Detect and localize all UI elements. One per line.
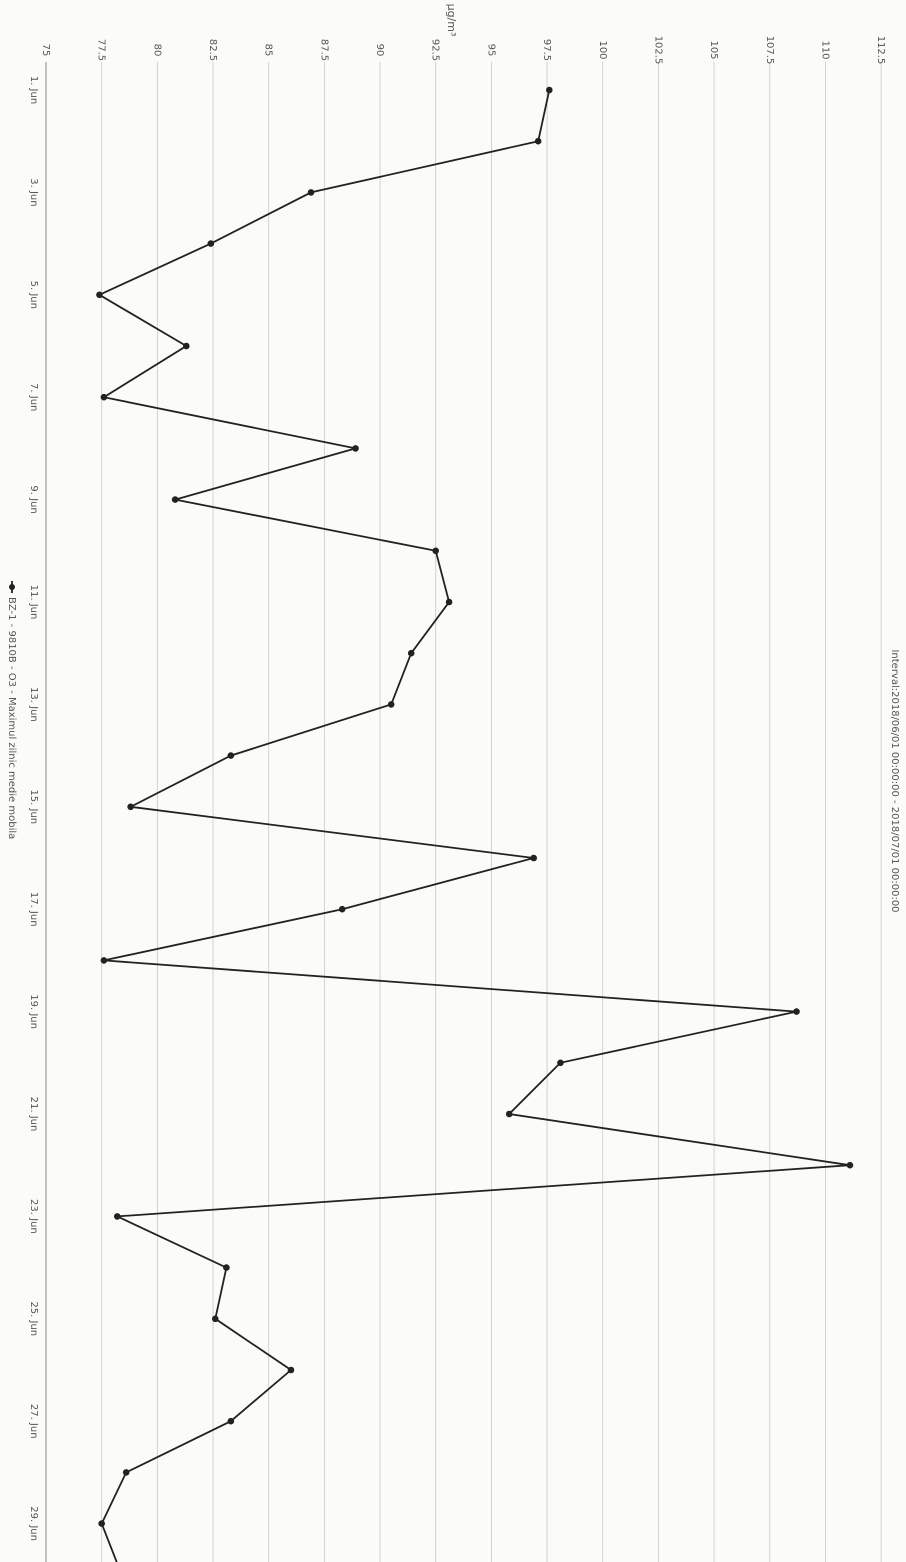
- y-tick-label: 85: [263, 44, 274, 57]
- y-tick-label: 87.5: [318, 39, 329, 61]
- data-point: [223, 1264, 230, 1271]
- data-point: [546, 86, 553, 94]
- x-tick-label: 17. Jun: [28, 892, 39, 927]
- data-point: [211, 1315, 219, 1323]
- y-tick-label: 105: [708, 40, 719, 59]
- data-point: [171, 496, 179, 503]
- x-tick-label: 13. Jun: [28, 687, 39, 722]
- data-point: [432, 547, 440, 555]
- data-point: [100, 393, 108, 401]
- y-tick-label: 90: [374, 44, 385, 57]
- y-tick-label: 95: [485, 44, 496, 57]
- y-tick-label: 77.5: [96, 39, 107, 61]
- x-tick-label: 3. Jun: [28, 178, 39, 206]
- data-point: [846, 1161, 854, 1169]
- data-point: [287, 1366, 295, 1374]
- data-point: [113, 1213, 121, 1220]
- y-tick-label: 82.5: [207, 39, 218, 61]
- y-axis-ticks: 75 77.5 80 82.5 85 87.5 90 92.5 95 97.5 100 102.5 10…: [40, 36, 886, 65]
- x-tick-label: 29. Jun: [28, 1506, 39, 1541]
- x-tick-label: 5. Jun: [28, 281, 39, 309]
- data-point: [207, 240, 215, 247]
- x-tick-label: 21. Jun: [28, 1097, 39, 1132]
- data-point: [96, 291, 103, 299]
- data-point: [445, 598, 453, 606]
- x-tick-label: 25. Jun: [28, 1301, 39, 1336]
- data-point: [227, 752, 235, 759]
- data-point: [387, 701, 395, 708]
- gridlines: [45, 62, 882, 1562]
- y-tick-label: 100: [597, 40, 608, 59]
- x-tick-label: 23. Jun: [28, 1199, 39, 1234]
- x-tick-label: 15. Jun: [28, 789, 39, 824]
- data-point: [557, 1059, 564, 1067]
- data-point: [183, 342, 190, 350]
- x-tick-label: 9. Jun: [28, 485, 39, 513]
- data-point: [127, 803, 134, 811]
- y-tick-label: 80: [151, 44, 162, 57]
- data-point: [407, 649, 415, 657]
- y-tick-label: 75: [40, 44, 51, 57]
- x-tick-label: 19. Jun: [28, 994, 39, 1029]
- y-tick-label: 92.5: [430, 39, 441, 61]
- data-point: [338, 905, 346, 913]
- x-tick-label: 27. Jun: [28, 1404, 39, 1439]
- legend: BZ-1 - 9810B - O3 - Maximul zilnic medie…: [6, 581, 17, 839]
- data-point: [307, 189, 315, 196]
- chart-subtitle: Interval:2018/06/01 00:00:00 - 2018/07/0…: [889, 649, 900, 912]
- series: [96, 86, 854, 1562]
- data-point: [100, 957, 108, 964]
- y-tick-label: 110: [819, 40, 830, 59]
- data-point: [122, 1469, 130, 1476]
- data-point: [793, 1008, 800, 1015]
- y-tick-label: 112.5: [875, 36, 886, 65]
- legend-label: BZ-1 - 9810B - O3 - Maximul zilnic medie…: [6, 597, 17, 839]
- data-point: [352, 445, 359, 452]
- x-tick-label: 11. Jun: [28, 585, 39, 620]
- y-tick-label: 102.5: [652, 36, 663, 65]
- data-point: [98, 1520, 105, 1527]
- series-line: [97, 89, 851, 1562]
- x-tick-label: 1. Jun: [28, 76, 39, 104]
- y-tick-label: 107.5: [764, 36, 775, 65]
- data-point: [505, 1110, 513, 1118]
- x-axis-ticks: 1. Jun 3. Jun 5. Jun 7. Jun 9. Jun 11. Jun 13.…: [28, 76, 39, 1541]
- y-axis-label: µg/m³: [445, 4, 458, 37]
- data-point: [534, 137, 542, 145]
- y-tick-label: 97.5: [541, 39, 552, 61]
- legend-marker: [9, 584, 15, 590]
- data-point: [530, 854, 538, 862]
- x-tick-label: 7. Jun: [28, 383, 39, 411]
- data-point: [227, 1417, 235, 1425]
